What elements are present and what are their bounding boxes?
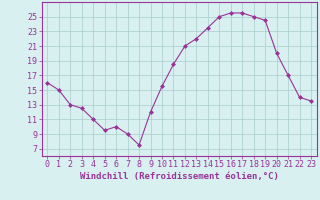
X-axis label: Windchill (Refroidissement éolien,°C): Windchill (Refroidissement éolien,°C) [80, 172, 279, 181]
